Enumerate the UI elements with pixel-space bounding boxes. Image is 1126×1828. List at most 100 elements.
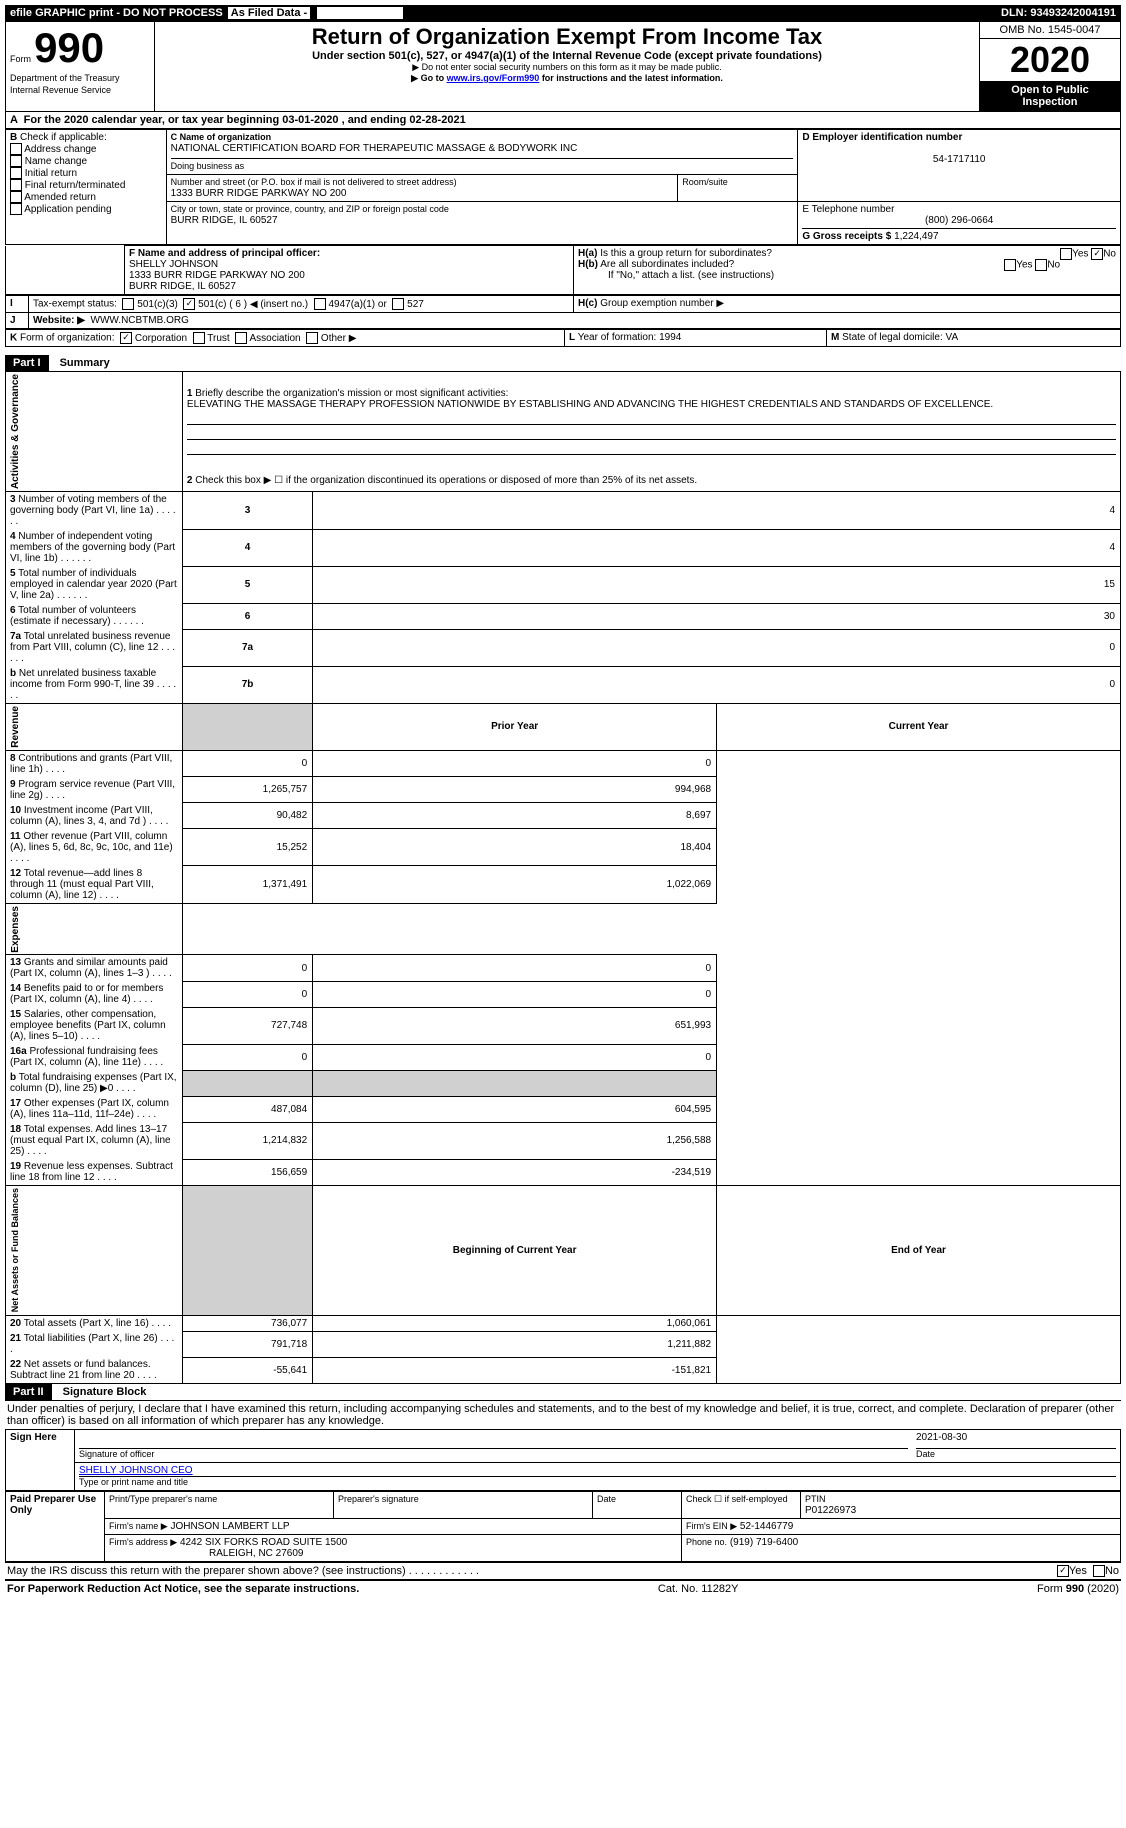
part2-title: Signature Block	[55, 1386, 147, 1398]
col-prior: Prior Year	[313, 704, 717, 751]
j-label: Website: ▶	[33, 315, 85, 326]
firm-name-label: Firm's name ▶	[109, 1521, 168, 1531]
col-end: End of Year	[717, 1186, 1121, 1315]
firm-city: RALEIGH, NC 27609	[109, 1548, 304, 1559]
phone-label: Phone no.	[686, 1537, 727, 1547]
vlabel-gov: Activities & Governance	[10, 374, 21, 489]
omb: OMB No. 1545-0047	[980, 22, 1120, 39]
section-fh: F Name and address of principal officer:…	[5, 245, 1121, 295]
sign-here: Sign Here	[6, 1430, 75, 1491]
f-addr: 1333 BURR RIDGE PARKWAY NO 200	[129, 270, 305, 281]
c-addr-label: Number and street (or P.O. box if mail i…	[171, 177, 457, 187]
firm-addr: 4242 SIX FORKS ROAD SUITE 1500	[180, 1537, 347, 1548]
type-name-label: Type or print name and title	[79, 1477, 188, 1487]
firm-ein: 52-1446779	[740, 1521, 793, 1532]
k-label: Form of organization:	[20, 333, 115, 344]
hb: Are all subordinates included?	[600, 259, 734, 270]
officer-name-link[interactable]: SHELLY JOHNSON CEO	[79, 1465, 193, 1476]
summary-table: Activities & Governance 1 Briefly descri…	[5, 371, 1121, 1384]
asfiled-label: As Filed Data -	[228, 7, 310, 19]
efile-label: efile GRAPHIC print - DO NOT PROCESS	[10, 7, 223, 19]
form-number: 990	[34, 24, 104, 71]
irs-link[interactable]: www.irs.gov/Form990	[447, 73, 540, 83]
f-name: SHELLY JOHNSON	[129, 259, 218, 270]
section-klm: K Form of organization: ✓ Corporation Tr…	[5, 329, 1121, 347]
c-dba-label: Doing business as	[171, 161, 245, 171]
prep-date-label: Date	[597, 1494, 616, 1504]
sub1: Under section 501(c), 527, or 4947(a)(1)…	[159, 50, 975, 62]
hc: Group exemption number ▶	[600, 298, 724, 309]
h-note: If "No," attach a list. (see instruction…	[578, 270, 774, 281]
col-begin: Beginning of Current Year	[313, 1186, 717, 1315]
part2-tag: Part II	[5, 1384, 52, 1400]
phone: (919) 719-6400	[730, 1537, 798, 1548]
c-addr: 1333 BURR RIDGE PARKWAY NO 200	[171, 188, 347, 199]
title: Return of Organization Exempt From Incom…	[159, 24, 975, 50]
m-label: State of legal domicile:	[842, 332, 943, 343]
ha: Is this a group return for subordinates?	[600, 248, 772, 259]
paid-preparer: Paid Preparer Use Only	[6, 1492, 105, 1562]
c-name: NATIONAL CERTIFICATION BOARD FOR THERAPE…	[171, 143, 578, 154]
b-opts: Address change Name change Initial retur…	[10, 144, 125, 215]
firm-name: JOHNSON LAMBERT LLP	[170, 1521, 289, 1532]
form-label: Form	[10, 54, 31, 64]
firm-addr-label: Firm's address ▶	[109, 1537, 177, 1547]
vlabel-rev: Revenue	[10, 706, 21, 748]
line1-text: ELEVATING THE MASSAGE THERAPY PROFESSION…	[187, 399, 993, 410]
g-val: 1,224,497	[894, 231, 939, 242]
sub3-pre: ▶ Go to	[411, 73, 446, 83]
j-val: WWW.NCBTMB.ORG	[91, 315, 189, 326]
header-table: Form 990 Department of the Treasury Inte…	[5, 21, 1121, 112]
e-label: E Telephone number	[802, 204, 894, 215]
sub3: ▶ Go to www.irs.gov/Form990 for instruct…	[159, 73, 975, 84]
part1-tag: Part I	[5, 355, 49, 371]
c-city-label: City or town, state or province, country…	[171, 204, 449, 214]
m-val: VA	[946, 332, 959, 343]
vlabel-net: Net Assets or Fund Balances	[10, 1188, 20, 1312]
preparer-table: Paid Preparer Use Only Print/Type prepar…	[5, 1491, 1121, 1562]
d-label: D Employer identification number	[802, 132, 962, 143]
l-label: Year of formation:	[578, 332, 657, 343]
col-current: Current Year	[717, 704, 1121, 751]
e-val: (800) 296-0664	[802, 215, 1116, 226]
declaration: Under penalties of perjury, I declare th…	[5, 1400, 1121, 1429]
sign-table: Sign Here Signature of officer 2021-08-3…	[5, 1429, 1121, 1491]
discuss-row: May the IRS discuss this return with the…	[5, 1562, 1121, 1579]
k-opts: ✓ Corporation Trust Association Other ▶	[117, 333, 356, 344]
sub3-post: for instructions and the latest informat…	[542, 73, 723, 83]
line-a: A For the 2020 calendar year, or tax yea…	[5, 112, 1121, 129]
d-val: 54-1717110	[802, 154, 1116, 165]
c-name-label: C Name of organization	[171, 132, 272, 142]
tax-year: 2020	[980, 39, 1120, 81]
line2: Check this box ▶ ☐ if the organization d…	[195, 475, 697, 486]
i-label: Tax-exempt status:	[33, 299, 117, 310]
g-label: G Gross receipts $	[802, 231, 891, 242]
vlabel-exp: Expenses	[10, 906, 21, 953]
line1-label: Briefly describe the organization's miss…	[195, 388, 508, 399]
dept: Department of the Treasury Internal Reve…	[10, 73, 120, 95]
i-opts: 501(c)(3) ✓ 501(c) ( 6 ) ◀ (insert no.) …	[120, 299, 424, 310]
paperwork: For Paperwork Reduction Act Notice, see …	[7, 1583, 359, 1595]
open-inspection: Open to Public Inspection	[980, 81, 1120, 111]
sig-officer-label: Signature of officer	[79, 1449, 154, 1459]
cat-no: Cat. No. 11282Y	[658, 1583, 739, 1595]
part1-title: Summary	[52, 357, 110, 369]
f-city: BURR RIDGE, IL 60527	[129, 281, 236, 292]
sub2: ▶ Do not enter social security numbers o…	[159, 62, 975, 73]
dln: DLN: 93493242004191	[1001, 7, 1116, 19]
c-city: BURR RIDGE, IL 60527	[171, 215, 278, 226]
discuss-text: May the IRS discuss this return with the…	[7, 1565, 406, 1577]
part-1-header: Part I Summary	[5, 355, 1121, 371]
firm-ein-label: Firm's EIN ▶	[686, 1521, 737, 1531]
sig-date: 2021-08-30	[916, 1432, 1116, 1449]
b-label: Check if applicable:	[20, 132, 107, 143]
ptin: P01226973	[805, 1505, 856, 1516]
check-self: Check ☐ if self-employed	[686, 1494, 788, 1504]
part-2-header: Part II Signature Block	[5, 1384, 1121, 1400]
section-ij: I Tax-exempt status: 501(c)(3) ✓ 501(c) …	[5, 295, 1121, 329]
prep-sig-label: Preparer's signature	[338, 1494, 419, 1504]
line-a-text: For the 2020 calendar year, or tax year …	[24, 114, 466, 126]
asfiled-blank	[317, 7, 403, 19]
section-bg: B Check if applicable: Address change Na…	[5, 129, 1121, 245]
f-label: F Name and address of principal officer:	[129, 248, 320, 259]
